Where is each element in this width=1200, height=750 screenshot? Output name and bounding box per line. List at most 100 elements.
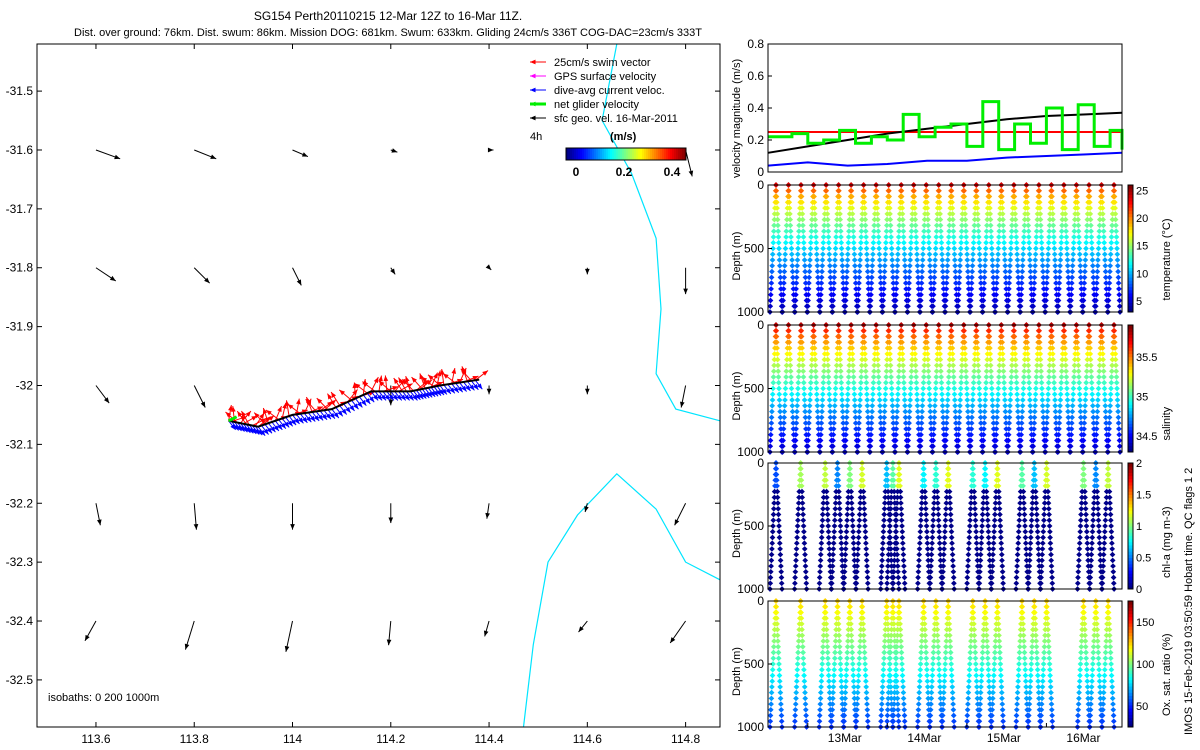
profile-point: [930, 286, 937, 292]
profile-point: [1002, 257, 1008, 263]
profile-point: [971, 216, 978, 223]
profile-point: [889, 268, 896, 275]
profile-point: [973, 534, 980, 541]
profile-point: [796, 356, 803, 363]
profile-point: [1025, 356, 1031, 363]
profile-point: [844, 649, 851, 656]
colorbar-tick-label: 0: [1136, 584, 1142, 596]
profile-point: [771, 222, 777, 229]
profile-point: [989, 695, 996, 702]
profile-point: [1056, 414, 1063, 421]
profile-point: [781, 402, 788, 409]
profile-point: [1051, 239, 1057, 246]
profile-point: [933, 374, 940, 380]
profile-point: [963, 234, 970, 240]
profile-point: [825, 523, 832, 529]
profile-point: [1014, 397, 1021, 403]
swim-vector-head: [378, 375, 383, 382]
profile-point: [792, 706, 799, 713]
profile-point: [892, 528, 899, 535]
profile-point: [816, 580, 823, 587]
profile-point: [1061, 333, 1068, 340]
profile-point: [868, 280, 875, 286]
profile-point: [994, 603, 1001, 610]
colorbar-cell: [1128, 248, 1133, 253]
profile-point: [856, 408, 863, 415]
profile-point: [1019, 471, 1026, 478]
swim-vector-head: [428, 374, 434, 381]
profile-point: [823, 187, 830, 194]
geo-vector-head: [388, 399, 394, 406]
profile-point: [916, 695, 922, 702]
colorbar-cell: [1128, 353, 1133, 358]
profile-point: [774, 494, 781, 501]
profile-point: [868, 414, 875, 421]
profile-point: [923, 661, 930, 667]
profile-point: [818, 291, 824, 298]
profile-point: [972, 517, 979, 524]
profile-point: [899, 351, 906, 357]
profile-point: [770, 239, 777, 246]
profile-point: [1084, 534, 1090, 541]
profile-point: [962, 216, 969, 223]
profile-point: [855, 534, 862, 541]
profile-point: [1101, 251, 1108, 258]
profile-point: [993, 286, 1000, 292]
profile-point: [1009, 216, 1016, 223]
profile-point: [988, 368, 994, 375]
profile-point: [881, 517, 887, 524]
profile-point: [977, 262, 983, 269]
profile-point: [919, 408, 925, 415]
colorbar-cell: [618, 148, 621, 160]
profile-point: [995, 239, 1002, 246]
colorbar-cell: [1128, 541, 1133, 546]
profile-point: [991, 666, 997, 673]
profile-point: [819, 655, 826, 662]
profile-point: [1102, 262, 1109, 269]
profile-point: [838, 239, 845, 246]
profile-point: [863, 678, 869, 685]
profile-point: [934, 632, 941, 639]
profile-point: [907, 257, 914, 263]
profile-point: [795, 239, 802, 246]
profile-point: [995, 609, 1001, 616]
profile-point: [861, 339, 868, 346]
profile-point: [919, 262, 926, 269]
colorbar-cell: [1128, 576, 1133, 581]
profile-point: [775, 500, 781, 506]
profile-point: [933, 603, 940, 610]
profile-point: [838, 374, 844, 380]
profile-point: [1062, 205, 1068, 211]
swim-vector-head: [482, 370, 489, 376]
profile-point: [927, 268, 934, 275]
profile-point: [1020, 391, 1026, 398]
profile-point: [951, 245, 958, 252]
profile-point: [1069, 408, 1076, 415]
profile-point: [777, 684, 783, 690]
profile-point: [952, 274, 959, 281]
colorbar-cell: [1128, 500, 1133, 505]
profile-point: [921, 368, 927, 375]
profile-point: [1105, 297, 1112, 304]
profile-point: [1034, 216, 1041, 223]
profile-point: [1075, 356, 1081, 363]
profile-point: [775, 517, 782, 524]
profile-point: [1015, 274, 1022, 281]
profile-point: [964, 257, 971, 263]
geo-vector-head: [301, 152, 308, 157]
current-vector-head: [396, 394, 402, 401]
profile-point: [852, 414, 859, 421]
profile-point: [923, 655, 930, 662]
profile-point: [901, 568, 908, 575]
profile-point: [967, 443, 974, 450]
profile-point: [1028, 511, 1035, 518]
colorbar-cell: [1128, 485, 1133, 489]
profile-point: [1057, 391, 1064, 398]
profile-point: [875, 228, 882, 235]
profile-point: [1015, 546, 1021, 552]
profile-point: [930, 443, 936, 450]
profile-point: [1028, 528, 1034, 535]
profile-point: [851, 385, 857, 392]
profile-point: [1023, 187, 1030, 194]
profile-point: [789, 262, 796, 269]
